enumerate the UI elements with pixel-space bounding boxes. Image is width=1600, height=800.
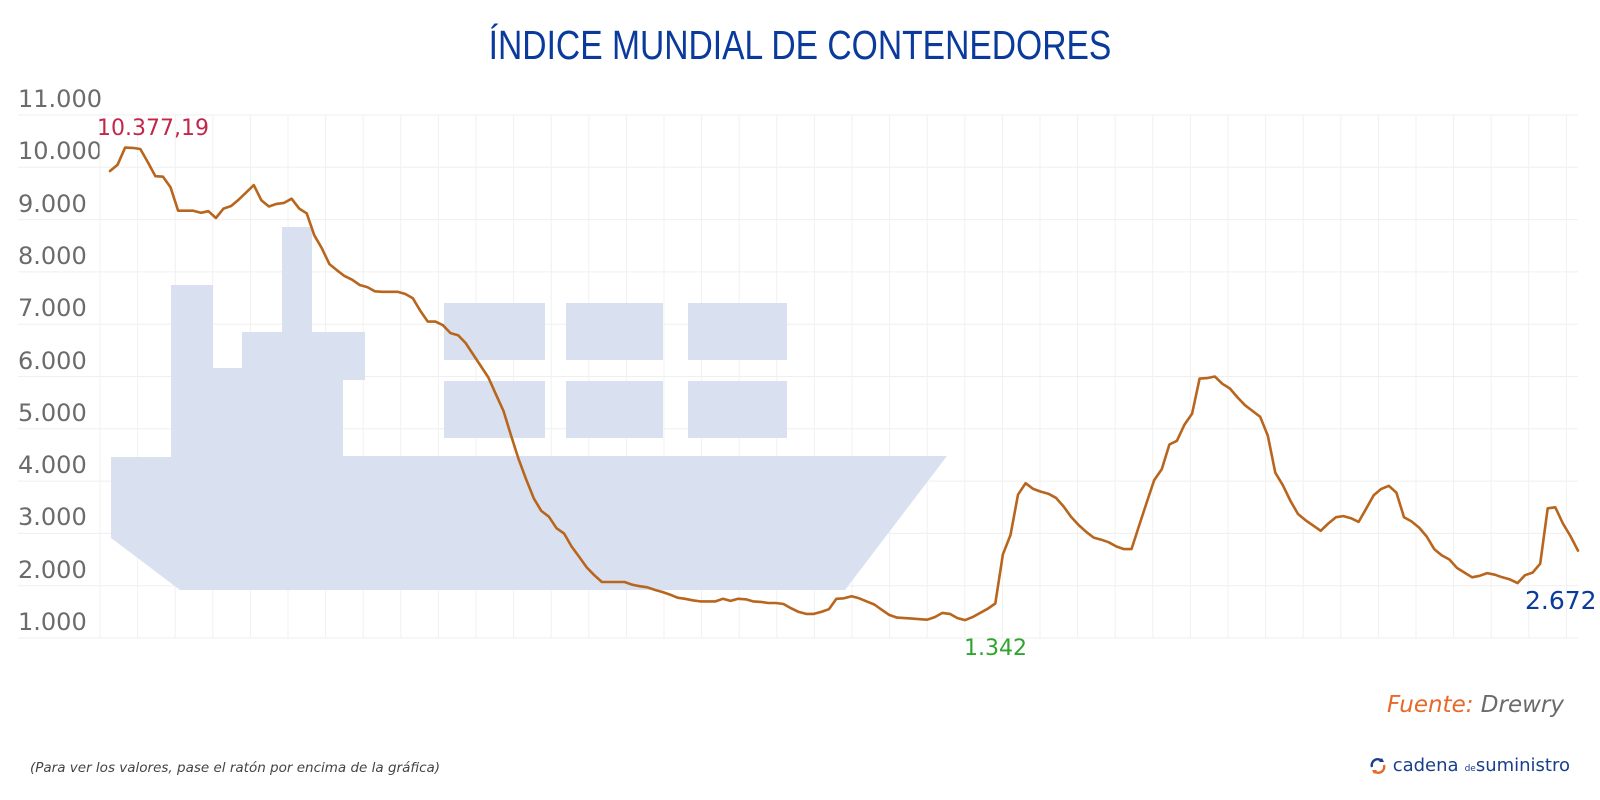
brand-logo[interactable]: cadena de suministro	[1369, 755, 1570, 776]
y-axis-tick-label: 1.000	[18, 608, 87, 636]
index-line[interactable]	[108, 146, 1580, 622]
y-axis-tick-label: 9.000	[18, 189, 87, 218]
logo-text-cadena: cadena	[1392, 755, 1459, 776]
y-axis-tick-label: 6.000	[18, 346, 87, 375]
logo-text-de: de	[1464, 763, 1476, 774]
source-value: Drewry	[1480, 692, 1564, 718]
source-label: Fuente:	[1386, 692, 1474, 718]
y-axis-tick-label: 4.000	[18, 451, 87, 480]
max-value-label: 10.377,19	[97, 116, 209, 141]
y-axis-tick-label: 5.000	[18, 398, 87, 427]
y-axis-tick-label: 2.000	[18, 555, 87, 584]
y-axis-tick-label: 10.000	[18, 137, 102, 166]
source-credit: Fuente: Drewry	[1387, 692, 1564, 718]
y-axis-tick-label: 3.000	[18, 503, 87, 532]
chart-title: ÍNDICE MUNDIAL DE CONTENEDORES	[488, 22, 1112, 68]
last-value-label: 2.672	[1525, 586, 1597, 615]
min-value-label: 1.342	[964, 636, 1027, 661]
y-axis-tick-label: 8.000	[18, 241, 87, 270]
ship-silhouette-icon	[111, 227, 947, 590]
hover-hint: (Para ver los valores, pase el ratón por…	[30, 760, 441, 776]
logo-text-suministro: suministro	[1475, 755, 1570, 776]
y-axis-tick-label: 11.000	[18, 85, 102, 113]
y-axis-tick-label: 7.000	[18, 294, 87, 323]
refresh-cycle-icon	[1370, 757, 1386, 774]
